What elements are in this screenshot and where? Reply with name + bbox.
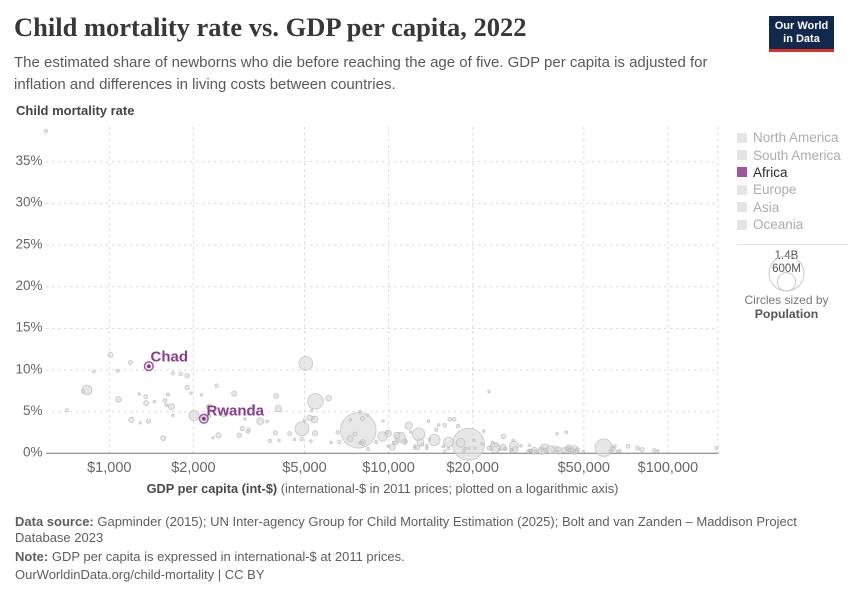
- svg-text:0%: 0%: [23, 444, 43, 459]
- svg-text:$10,000: $10,000: [362, 460, 414, 476]
- svg-text:$1,000: $1,000: [87, 460, 131, 476]
- svg-text:$5,000: $5,000: [282, 460, 326, 476]
- svg-text:15%: 15%: [15, 320, 42, 335]
- svg-text:30%: 30%: [15, 195, 42, 210]
- svg-text:Rwanda: Rwanda: [207, 403, 265, 420]
- svg-text:25%: 25%: [15, 236, 42, 251]
- svg-text:$100,000: $100,000: [638, 460, 698, 476]
- svg-text:35%: 35%: [15, 153, 42, 168]
- svg-text:10%: 10%: [15, 361, 42, 376]
- svg-text:5%: 5%: [23, 403, 43, 418]
- svg-text:$2,000: $2,000: [171, 460, 215, 476]
- svg-text:$20,000: $20,000: [446, 460, 498, 476]
- svg-text:Chad: Chad: [151, 349, 189, 366]
- svg-text:20%: 20%: [15, 278, 42, 293]
- svg-text:$50,000: $50,000: [558, 460, 610, 476]
